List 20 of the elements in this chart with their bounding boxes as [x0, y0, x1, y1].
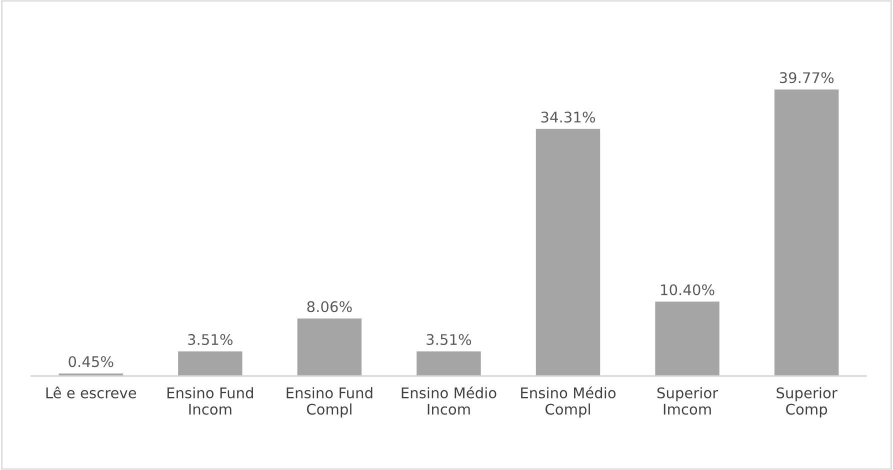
data-label: 34.31%	[541, 112, 596, 123]
bar	[534, 128, 602, 376]
bar	[296, 317, 363, 376]
data-label: 3.51%	[188, 334, 233, 346]
bar	[176, 350, 244, 376]
x-tick-label: Ensino Médio Incom	[402, 386, 496, 415]
x-tick-label: Ensino Médio Compl	[521, 386, 616, 418]
bar	[654, 300, 721, 376]
data-label: 10.40%	[661, 284, 714, 296]
data-label: 39.77%	[780, 72, 834, 84]
x-tick-label: Ensino Fund Compl	[286, 387, 372, 418]
bar	[415, 350, 482, 376]
x-tick-label: Lê e escreve	[46, 386, 136, 398]
data-label: 8.06%	[307, 301, 352, 312]
bar	[773, 88, 840, 376]
x-tick-label: Ensino Fund Incom	[167, 387, 253, 415]
x-tick-label: Superior Comp	[776, 387, 838, 418]
data-label: 0.45%	[68, 356, 114, 368]
x-tick-label: Superior Imcom	[657, 387, 718, 415]
data-label: 3.51%	[426, 334, 472, 346]
